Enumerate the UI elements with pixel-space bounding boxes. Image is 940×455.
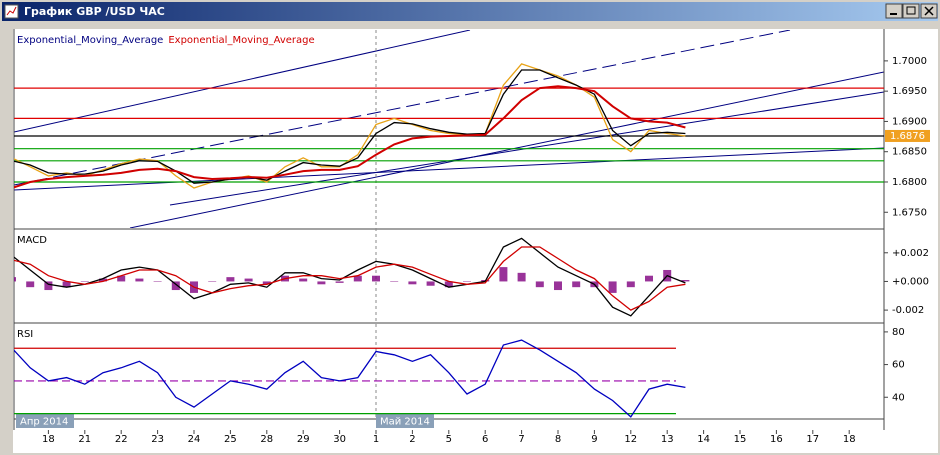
x-tick-label: 14: [697, 434, 710, 445]
histogram-bar: [171, 281, 180, 291]
histogram-bar: [608, 281, 617, 293]
title-bar: [2, 2, 938, 21]
histogram-bar: [353, 275, 362, 282]
histogram-bar: [444, 281, 453, 288]
x-tick-label: 21: [78, 434, 91, 445]
x-tick-label: 18: [42, 434, 55, 445]
histogram-bar: [499, 267, 508, 282]
x-tick-label: 29: [297, 434, 310, 445]
panel-chart-0: [14, 63, 884, 189]
x-tick-label: 22: [115, 434, 128, 445]
histogram-bar: [372, 275, 380, 282]
month-label-box: [376, 414, 434, 428]
y-tick-label: 40: [892, 392, 905, 403]
month-label-box: [16, 414, 74, 428]
minimize-button[interactable]: [885, 3, 903, 19]
histogram-bar: [26, 281, 35, 288]
histogram-bar: [14, 277, 16, 282]
histogram-bar: [117, 275, 126, 282]
y-tick-label: +0.000: [892, 276, 929, 287]
x-tick-label: 17: [806, 434, 819, 445]
y-tick-label: 80: [892, 327, 905, 338]
histogram-bar: [390, 281, 399, 282]
y-tick-label: +0.002: [892, 248, 929, 259]
histogram-bar: [135, 278, 144, 282]
histogram-bar: [99, 278, 107, 282]
month-label: Апр 2014: [20, 417, 68, 428]
series-line: [14, 85, 686, 189]
x-tick-label: 7: [518, 434, 524, 445]
last-price-label: 1.6876: [890, 131, 925, 142]
window-icon-glyph: [6, 6, 17, 16]
panel-title: RSI: [17, 329, 33, 340]
y-tick-label: 1.6800: [892, 177, 927, 188]
x-tick-label: 16: [770, 434, 783, 445]
histogram-bar: [554, 281, 562, 291]
legend-entry: Exponential_Moving_Average: [168, 35, 314, 46]
x-tick-label: 5: [446, 434, 452, 445]
histogram-bar: [208, 281, 217, 282]
x-tick-label: 2: [409, 434, 415, 445]
y-tick-label: 1.6850: [892, 147, 927, 158]
series-line: [14, 246, 686, 311]
series-line: [14, 69, 686, 184]
x-tick-label: 30: [333, 434, 346, 445]
x-tick-label: 28: [260, 434, 273, 445]
histogram-bar: [572, 281, 581, 288]
histogram-bar: [681, 280, 690, 282]
close-button[interactable]: [920, 3, 938, 19]
x-tick-label: 18: [843, 434, 856, 445]
y-tick-label: 1.6950: [892, 86, 927, 97]
x-tick-label: 15: [734, 434, 747, 445]
month-label: Май 2014: [380, 417, 430, 428]
histogram-bar: [44, 281, 53, 291]
histogram-bar: [262, 281, 271, 285]
x-tick-label: 24: [188, 434, 201, 445]
y-tick-label: 60: [892, 360, 905, 371]
x-tick-label: 13: [661, 434, 674, 445]
x-tick-label: 8: [555, 434, 561, 445]
histogram-bar: [426, 281, 435, 286]
histogram-bar: [153, 281, 162, 282]
x-tick-label: 9: [591, 434, 597, 445]
x-tick-label: 1: [373, 434, 379, 445]
chart-area: [13, 29, 938, 453]
x-tick-label: 6: [482, 434, 488, 445]
x-tick-label: 12: [624, 434, 637, 445]
x-tick-label: 25: [224, 434, 237, 445]
maximize-button[interactable]: [902, 3, 920, 19]
y-tick-label: 1.7000: [892, 56, 927, 67]
histogram-bar: [226, 277, 235, 282]
histogram-bar: [408, 281, 417, 285]
y-tick-label: -0.002: [892, 305, 924, 316]
histogram-bar: [463, 281, 471, 282]
panel-chart-1: [14, 237, 690, 317]
histogram-bar: [80, 281, 89, 282]
window-title: График GBP /USD ЧАС: [24, 5, 165, 18]
series-line: [14, 339, 686, 418]
histogram-bar: [299, 278, 308, 282]
histogram-bar: [626, 281, 635, 288]
histogram-bar: [335, 281, 344, 283]
histogram-bar: [645, 275, 653, 282]
histogram-bar: [244, 278, 253, 282]
panel-title: MACD: [17, 235, 47, 246]
histogram-bar: [535, 281, 544, 288]
x-tick-label: 23: [151, 434, 164, 445]
y-tick-label: 1.6750: [892, 207, 927, 218]
panel-chart-2: [14, 339, 686, 418]
histogram-bar: [62, 281, 71, 288]
legend-entry: Exponential_Moving_Average: [17, 35, 163, 46]
last-price-box: [885, 129, 930, 142]
histogram-bar: [517, 272, 526, 282]
series-line: [14, 237, 686, 317]
y-tick-label: 1.6900: [892, 116, 927, 127]
histogram-bar: [317, 281, 326, 285]
